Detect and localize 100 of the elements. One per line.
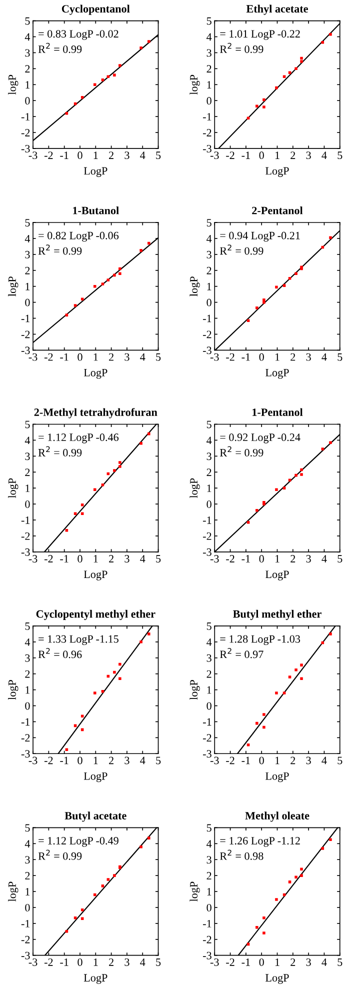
annotation: R$^{2}$ = 0.96 bbox=[38, 648, 82, 658]
y-tick-label: 5 bbox=[25, 824, 30, 832]
x-tick-label: 0 bbox=[259, 756, 264, 764]
y-tick-label: 1 bbox=[207, 484, 212, 492]
annotation: = 1.01 LogP -0.22 bbox=[220, 30, 300, 40]
x-tick-label: 1 bbox=[275, 152, 280, 159]
x-tick-label: 5 bbox=[156, 555, 161, 563]
y-tick-label: -2 bbox=[203, 532, 212, 540]
y-tick-label: -1 bbox=[203, 920, 212, 928]
annotation: = 0.82 LogP -0.06 bbox=[38, 232, 119, 242]
y-tick-label: -1 bbox=[203, 516, 212, 524]
y-tick-label: 5 bbox=[206, 824, 212, 832]
x-tick-label: 5 bbox=[338, 555, 342, 563]
x-tick-label: 4 bbox=[140, 555, 146, 562]
y-axis-title: logP bbox=[190, 74, 200, 95]
y-tick-label: 2 bbox=[206, 670, 212, 678]
y-axis-title: logP bbox=[8, 74, 18, 95]
x-tick-label: 0 bbox=[78, 756, 82, 764]
x-tick-label: 0 bbox=[78, 555, 82, 563]
x-tick-label: 2 bbox=[109, 152, 114, 159]
annotation: = 0.92 LogP -0.24 bbox=[220, 434, 300, 444]
y-tick-label: 5 bbox=[206, 420, 212, 428]
y-axis-title: logP bbox=[190, 882, 200, 902]
y-tick-label: 2 bbox=[25, 468, 30, 476]
y-tick-label: 0 bbox=[206, 702, 212, 710]
x-tick-label: 3 bbox=[124, 353, 130, 361]
x-tick-label: 5 bbox=[338, 958, 342, 966]
y-tick-label: 5 bbox=[25, 622, 30, 630]
annotation: R$^{2}$ = 0.97 bbox=[220, 648, 264, 658]
x-tick-label: -2 bbox=[44, 756, 53, 764]
x-tick-label: 3 bbox=[306, 353, 311, 361]
y-tick-label: 1 bbox=[26, 888, 30, 896]
x-tick-label: -1 bbox=[60, 555, 68, 562]
annotation: = 1.33 LogP -1.15 bbox=[38, 635, 118, 646]
y-tick-label: -2 bbox=[21, 734, 30, 742]
y-tick-label: 5 bbox=[206, 219, 212, 226]
y-tick-label: 5 bbox=[206, 17, 212, 25]
y-tick-label: 0 bbox=[25, 904, 30, 912]
x-tick-label: 4 bbox=[322, 353, 327, 361]
x-tick-label: 2 bbox=[290, 958, 296, 966]
x-tick-label: 3 bbox=[124, 555, 130, 563]
chart-title: 2-Methyl tetrahydrofuran bbox=[34, 408, 158, 418]
y-tick-label: -1 bbox=[21, 314, 30, 322]
x-tick-label: 4 bbox=[322, 958, 327, 966]
y-tick-label: 5 bbox=[25, 420, 30, 428]
x-tick-label: -2 bbox=[44, 555, 53, 562]
x-tick-label: 2 bbox=[290, 756, 296, 764]
x-tick-label: 1 bbox=[94, 555, 98, 562]
annotation: R$^{2}$ = 0.99 bbox=[220, 42, 264, 54]
y-tick-label: 0 bbox=[206, 500, 212, 508]
x-axis-title: LogP bbox=[266, 167, 289, 177]
x-tick-label: 2 bbox=[290, 555, 296, 562]
y-axis-title: logP bbox=[190, 680, 200, 700]
y-tick-label: -1 bbox=[21, 920, 30, 928]
annotation: R$^{2}$ = 0.99 bbox=[38, 42, 82, 54]
x-tick-label: 0 bbox=[259, 353, 264, 361]
y-tick-label: -3 bbox=[203, 144, 212, 152]
x-tick-label: -2 bbox=[44, 353, 53, 361]
y-tick-label: 3 bbox=[206, 856, 212, 864]
x-tick-label: 1 bbox=[94, 958, 98, 966]
x-axis-title: LogP bbox=[84, 570, 108, 580]
y-tick-label: -3 bbox=[203, 952, 212, 960]
y-tick-label: 1 bbox=[207, 282, 212, 290]
y-tick-label: 1 bbox=[26, 282, 30, 290]
chart-title: Ethyl acetate bbox=[246, 4, 308, 15]
y-tick-label: -1 bbox=[21, 718, 30, 726]
x-tick-label: 1 bbox=[94, 353, 98, 361]
chart-title: 2-Pentanol bbox=[252, 206, 303, 214]
x-tick-label: 5 bbox=[156, 756, 161, 764]
y-tick-label: -2 bbox=[203, 129, 212, 136]
y-tick-label: 4 bbox=[206, 436, 212, 444]
annotation: R$^{2}$ = 0.99 bbox=[38, 244, 82, 255]
y-tick-label: -1 bbox=[203, 718, 212, 726]
x-tick-label: -2 bbox=[226, 353, 234, 361]
y-tick-label: 3 bbox=[25, 856, 30, 864]
y-tick-label: 3 bbox=[25, 452, 30, 460]
x-tick-label: 2 bbox=[290, 152, 296, 159]
y-axis-title: logP bbox=[8, 478, 18, 498]
x-tick-label: -2 bbox=[44, 958, 53, 966]
x-tick-label: -1 bbox=[242, 353, 250, 361]
y-tick-label: 3 bbox=[25, 654, 30, 662]
x-axis-title: LogP bbox=[84, 974, 108, 984]
annotation: = 1.26 LogP -1.12 bbox=[220, 837, 300, 847]
x-tick-label: 2 bbox=[290, 353, 296, 361]
y-tick-label: 2 bbox=[25, 670, 30, 678]
y-tick-label: -3 bbox=[203, 548, 212, 556]
annotation: = 0.83 LogP -0.02 bbox=[38, 30, 118, 40]
x-axis-title: LogP bbox=[266, 974, 289, 984]
y-tick-label: 5 bbox=[25, 219, 30, 226]
annotation: R$^{2}$ = 0.99 bbox=[220, 446, 264, 456]
y-axis-title: logP bbox=[8, 276, 18, 296]
y-tick-label: 0 bbox=[25, 298, 30, 306]
x-tick-label: 4 bbox=[140, 152, 146, 159]
y-tick-label: 4 bbox=[206, 235, 212, 242]
y-tick-label: 5 bbox=[25, 17, 30, 25]
annotation: = 1.12 LogP -0.46 bbox=[38, 434, 119, 444]
x-tick-label: 0 bbox=[259, 152, 264, 160]
y-tick-label: 2 bbox=[25, 65, 30, 73]
x-tick-label: -2 bbox=[226, 756, 234, 764]
x-tick-label: -2 bbox=[226, 152, 234, 159]
